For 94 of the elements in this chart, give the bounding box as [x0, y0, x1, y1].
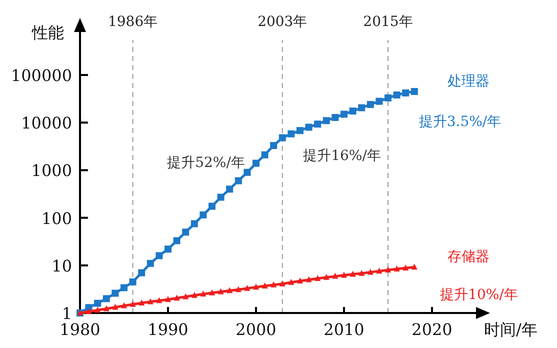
point [182, 228, 190, 236]
point [147, 298, 154, 304]
point [261, 151, 268, 158]
annotation: 提升52%/年 [167, 155, 245, 171]
point [394, 266, 400, 272]
point [174, 294, 180, 301]
point [129, 278, 136, 286]
point [94, 306, 101, 313]
point [235, 286, 242, 292]
x-axis-title: 时间/年 [484, 320, 538, 339]
point [226, 186, 234, 193]
ref-line-label: 2003年 [258, 14, 308, 30]
point [402, 264, 409, 271]
point [288, 278, 294, 285]
x-tick-label: 2020 [412, 320, 452, 339]
point [156, 297, 162, 304]
point [173, 237, 180, 244]
point [350, 270, 356, 277]
point [244, 168, 251, 176]
y-tick-label: 1 [62, 304, 72, 323]
point [384, 94, 392, 102]
point [218, 288, 224, 294]
ref-line-label: 1986年 [108, 14, 158, 30]
x-tick-label: 2000 [236, 320, 276, 339]
point [411, 264, 418, 270]
point [270, 281, 277, 288]
x-tick-label: 1980 [60, 320, 100, 339]
point [366, 100, 374, 108]
point [209, 289, 215, 296]
point [376, 268, 382, 274]
point [94, 300, 102, 307]
point [332, 114, 339, 121]
point [253, 284, 259, 290]
point [112, 304, 118, 310]
point [358, 104, 366, 112]
ref-line-label: 2015年 [363, 14, 413, 30]
point [121, 302, 127, 308]
point [376, 98, 383, 105]
point [138, 269, 146, 276]
y-tick-label: 100000 [10, 66, 72, 85]
point [244, 284, 250, 291]
point [182, 293, 189, 300]
point [410, 88, 418, 95]
point [112, 290, 119, 297]
point [120, 284, 128, 292]
point [341, 272, 347, 278]
point [358, 270, 365, 276]
point [270, 142, 278, 150]
y-axis-title: 性能 [31, 23, 64, 42]
annotation: 提升10%/年 [440, 287, 518, 303]
point [234, 177, 242, 184]
point [138, 300, 145, 306]
point [130, 300, 136, 307]
point [296, 127, 304, 134]
point [306, 276, 312, 282]
point [262, 282, 268, 288]
point [393, 91, 400, 98]
point [385, 266, 391, 273]
point [252, 160, 260, 167]
point [279, 280, 286, 286]
point [200, 211, 207, 218]
point [322, 117, 330, 124]
y-tick-label: 10000 [21, 114, 72, 133]
y-tick-label: 1000 [31, 161, 72, 180]
point [314, 275, 321, 282]
point [288, 130, 295, 138]
annotation: 提升3.5%/年 [418, 114, 502, 130]
point [164, 246, 172, 253]
point [191, 292, 198, 298]
point [165, 296, 171, 302]
point [332, 272, 338, 279]
point [156, 252, 163, 260]
point [349, 108, 356, 115]
point [314, 120, 322, 128]
y-tick-label: 10 [52, 256, 72, 276]
point [226, 287, 233, 294]
point [340, 110, 348, 118]
point [200, 290, 206, 297]
x-tick-label: 1990 [148, 320, 188, 339]
point [190, 220, 198, 228]
point [402, 89, 410, 96]
y-tick-label: 100 [41, 208, 72, 228]
point [86, 308, 92, 314]
point [297, 278, 303, 284]
point [367, 268, 374, 275]
point [217, 194, 224, 201]
x-tick-label: 2010 [324, 320, 364, 339]
point [103, 305, 110, 312]
point [102, 295, 110, 302]
point [208, 202, 216, 210]
point [323, 274, 330, 280]
point [146, 260, 154, 267]
point [278, 134, 286, 142]
point [305, 124, 312, 131]
